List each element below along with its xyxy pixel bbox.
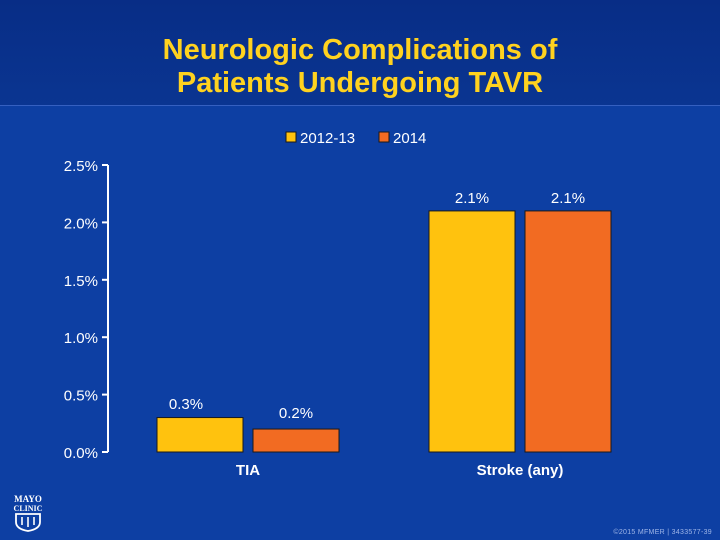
legend-swatch [285, 131, 297, 143]
bar [252, 428, 340, 453]
data-label: 0.3% [169, 396, 203, 413]
y-tick-label: 1.5% [64, 273, 98, 290]
page-title: Neurologic Complications of Patients Und… [0, 34, 720, 100]
footer-copyright: ©2015 MFMER | 3433577-39 [613, 529, 712, 536]
bar [524, 210, 612, 453]
data-label: 2.1% [455, 190, 489, 207]
logo-text-clinic: CLINIC [14, 504, 43, 513]
category-label: TIA [236, 462, 260, 479]
legend-label: 2014 [393, 130, 426, 147]
shield-lines-icon [21, 517, 35, 527]
y-tick-label: 2.5% [64, 158, 98, 175]
bar [156, 417, 244, 453]
shield-icon [15, 513, 41, 532]
header-band: Neurologic Complications of Patients Und… [0, 0, 720, 106]
title-line-2: Patients Undergoing TAVR [176, 67, 544, 99]
logo-text-mayo: MAYO [14, 494, 42, 504]
data-label: 0.2% [279, 405, 313, 422]
category-label: Stroke (any) [477, 462, 564, 479]
y-tick-label: 0.5% [64, 388, 98, 405]
data-label: 2.1% [551, 190, 585, 207]
legend-label: 2012-13 [300, 130, 355, 147]
legend-swatch [378, 131, 390, 143]
y-tick-label: 1.0% [64, 330, 98, 347]
mayo-clinic-logo: MAYO CLINIC [14, 494, 43, 532]
title-line-1: Neurologic Complications of [162, 34, 558, 66]
bar [428, 210, 516, 453]
y-tick-label: 2.0% [64, 215, 98, 232]
y-tick-label: 0.0% [64, 445, 98, 462]
